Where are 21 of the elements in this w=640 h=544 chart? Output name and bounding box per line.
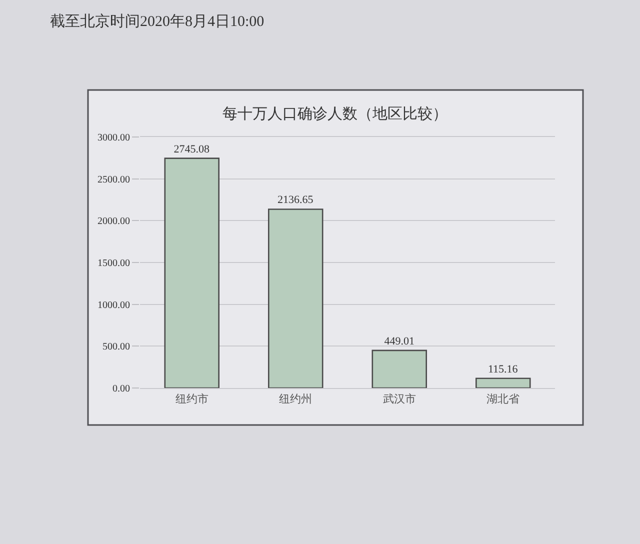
y-tick-label: 3000.00 [98, 132, 130, 144]
y-tick-label: 2000.00 [98, 216, 130, 228]
data-label: 449.01 [384, 335, 414, 348]
y-tick-label: 0.00 [112, 384, 130, 394]
y-tick-label: 2500.00 [98, 174, 130, 186]
data-label: 2136.65 [278, 194, 314, 206]
bar [476, 378, 531, 388]
x-tick-label: 纽约州 [279, 392, 312, 406]
x-tick-label: 湖北省 [486, 392, 520, 406]
x-tick-label: 武汉市 [382, 392, 416, 406]
y-tick-label: 1500.00 [98, 258, 130, 269]
y-tick-label: 500.00 [102, 342, 130, 353]
bar [268, 208, 324, 388]
bar [372, 350, 427, 388]
text: 截至北京时间2020年8月4日10:00 [50, 13, 264, 30]
data-label: 2745.08 [174, 143, 210, 156]
x-tick-label: 纽约市 [175, 392, 208, 406]
chart-title: 每十万人口确诊人数（地区比较） [222, 105, 448, 122]
y-tick-label: 1000.00 [98, 300, 130, 311]
bar [164, 158, 220, 388]
data-label: 115.16 [488, 363, 518, 376]
